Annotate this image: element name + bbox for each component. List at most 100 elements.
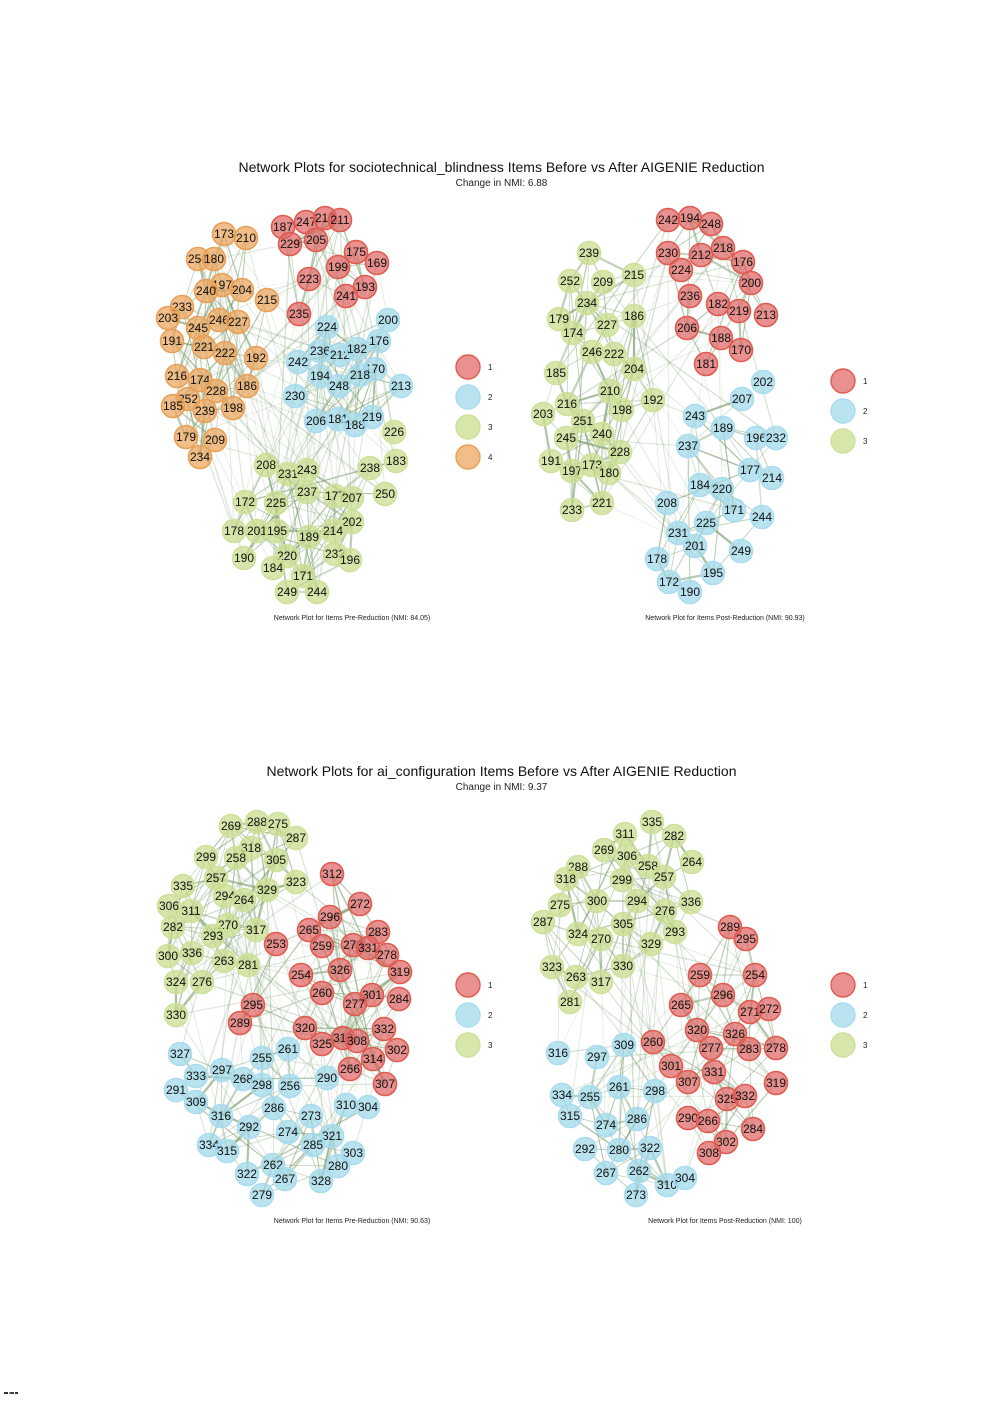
network-node: 266	[695, 1108, 721, 1134]
network-node: 302	[713, 1129, 739, 1155]
node-label: 200	[378, 313, 398, 327]
network-node: 332	[371, 1016, 397, 1042]
network-node: 243	[682, 403, 708, 429]
node-label: 203	[158, 311, 178, 325]
node-label: 285	[303, 1138, 323, 1152]
network-node: 250	[372, 481, 398, 507]
node-label: 255	[252, 1051, 272, 1065]
node-label: 301	[661, 1059, 681, 1073]
node-label: 293	[665, 925, 685, 939]
node-label: 241	[336, 289, 356, 303]
network-node: 196	[743, 425, 769, 451]
node-label: 269	[221, 819, 241, 833]
node-label: 281	[238, 958, 258, 972]
network-node: 242	[655, 207, 681, 233]
network-node: 275	[547, 892, 573, 918]
network-node: 261	[606, 1074, 632, 1100]
network-node: 264	[679, 849, 705, 875]
node-label: 269	[594, 843, 614, 857]
node-label: 171	[293, 569, 313, 583]
legend-item: 1	[455, 354, 493, 380]
node-label: 306	[617, 849, 637, 863]
network-node: 246	[579, 339, 605, 365]
node-label: 227	[597, 318, 617, 332]
node-label: 189	[713, 421, 733, 435]
network-node: 196	[337, 547, 363, 573]
legend-swatch-icon	[455, 444, 481, 470]
network-node: 302	[384, 1037, 410, 1063]
network-node: 225	[263, 490, 289, 516]
network-node: 277	[342, 991, 368, 1017]
node-label: 199	[328, 260, 348, 274]
node-label: 255	[580, 1090, 600, 1104]
network-node: 320	[684, 1017, 710, 1043]
node-label: 286	[627, 1112, 647, 1126]
network-node: 254	[742, 962, 768, 988]
node-label: 204	[624, 362, 644, 376]
node-label: 259	[312, 939, 332, 953]
node-label: 248	[701, 217, 721, 231]
network-node: 175	[343, 239, 369, 265]
network-node: 190	[231, 545, 257, 571]
node-label: 201	[247, 524, 267, 538]
node-label: 225	[266, 496, 286, 510]
node-label: 305	[613, 917, 633, 931]
network-node: 281	[235, 952, 261, 978]
node-label: 192	[246, 351, 266, 365]
network-node: 209	[590, 269, 616, 295]
node-label: 279	[252, 1188, 272, 1202]
network-node: 172	[656, 569, 682, 595]
legend-swatch-icon	[455, 972, 481, 998]
network-node: 257	[203, 865, 229, 891]
node-label: 210	[236, 231, 256, 245]
network-node: 286	[261, 1095, 287, 1121]
node-label: 297	[212, 1063, 232, 1077]
node-label: 286	[264, 1101, 284, 1115]
svg-text:2: 2	[488, 1011, 493, 1020]
figure-2-title: Network Plots for ai_configuration Items…	[266, 763, 737, 779]
node-label: 276	[655, 904, 675, 918]
network-node: 194	[677, 205, 703, 231]
network-node: 307	[372, 1071, 398, 1097]
node-label: 266	[340, 1062, 360, 1076]
node-label: 201	[685, 539, 705, 553]
node-label: 223	[299, 272, 319, 286]
legend-item: 1	[455, 972, 493, 998]
node-label: 322	[237, 1167, 257, 1181]
network-node: 282	[661, 823, 687, 849]
node-label: 273	[626, 1188, 646, 1202]
network-node: 203	[530, 401, 556, 427]
node-label: 243	[297, 463, 317, 477]
node-label: 314	[363, 1052, 383, 1066]
network-node: 240	[193, 278, 219, 304]
node-label: 218	[350, 368, 370, 382]
network-node: 257	[651, 864, 677, 890]
node-label: 297	[587, 1050, 607, 1064]
node-label: 211	[330, 213, 349, 227]
node-label: 207	[732, 392, 752, 406]
node-label: 277	[701, 1041, 721, 1055]
legend: 1 2 3	[830, 972, 868, 1058]
node-label: 298	[645, 1084, 665, 1098]
network-node: 186	[621, 303, 647, 329]
svg-text:3: 3	[863, 437, 868, 446]
node-label: 203	[533, 407, 553, 421]
node-label: 290	[678, 1111, 698, 1125]
node-label: 196	[746, 431, 766, 445]
network-node: 261	[275, 1036, 301, 1062]
network-node: 186	[234, 373, 260, 399]
node-label: 323	[286, 875, 306, 889]
network-node: 297	[209, 1057, 235, 1083]
network-node: 310	[333, 1092, 359, 1118]
network-node: 306	[156, 893, 182, 919]
network-node: 227	[225, 309, 251, 335]
node-label: 195	[703, 566, 723, 580]
node-label: 179	[549, 312, 569, 326]
node-label: 197	[562, 464, 582, 478]
node-label: 257	[206, 871, 226, 885]
node-label: 316	[211, 1109, 231, 1123]
node-label: 251	[573, 414, 593, 428]
node-label: 284	[389, 992, 409, 1006]
